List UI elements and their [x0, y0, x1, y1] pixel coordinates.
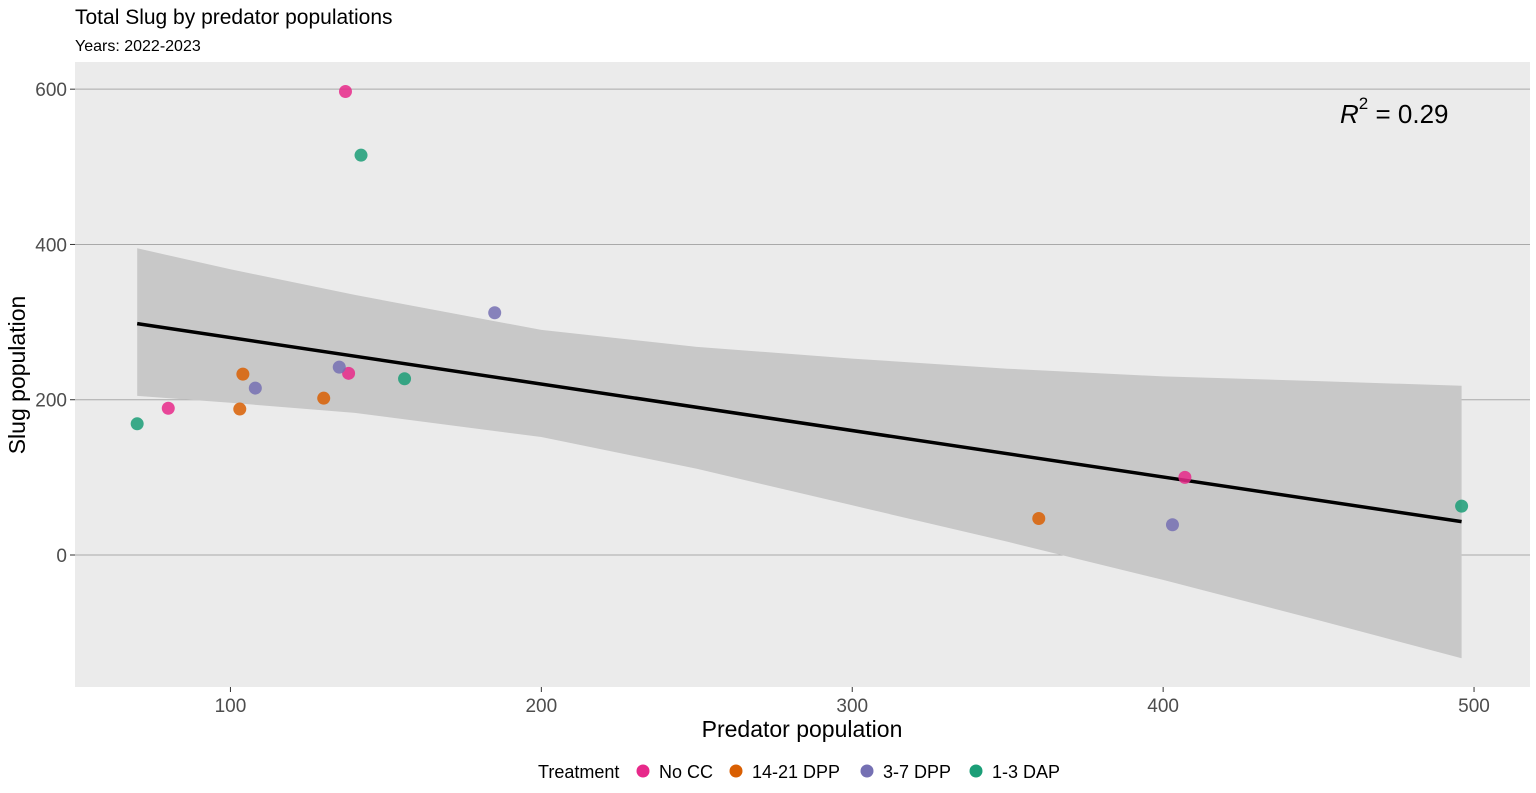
data-point	[342, 366, 356, 380]
legend-key	[860, 764, 874, 778]
data-point	[248, 381, 262, 395]
y-tick-label: 400	[35, 235, 67, 256]
legend-label: 1-3 DAP	[992, 762, 1060, 782]
data-point	[161, 401, 175, 415]
confidence-band	[137, 248, 1462, 659]
legend-key	[636, 764, 650, 778]
chart-subtitle: Years: 2022-2023	[75, 38, 201, 55]
data-point	[488, 306, 502, 320]
data-point	[1455, 499, 1469, 513]
legend-label: 3-7 DPP	[883, 762, 951, 782]
data-point	[398, 372, 412, 386]
x-tick-label: 300	[836, 696, 868, 717]
x-tick-label: 100	[215, 696, 247, 717]
data-point	[354, 148, 368, 162]
x-tick-label: 200	[525, 696, 557, 717]
data-point	[233, 402, 247, 416]
data-point	[236, 367, 250, 381]
legend-title: Treatment	[538, 762, 619, 782]
data-point	[332, 360, 346, 374]
data-point	[1178, 470, 1192, 484]
data-point	[317, 391, 331, 405]
r-symbol: R	[1340, 99, 1359, 129]
x-tick-label: 500	[1458, 696, 1490, 717]
chart-title: Total Slug by predator populations	[75, 6, 393, 29]
y-tick-label: 0	[56, 546, 67, 567]
x-axis-title: Predator population	[702, 716, 903, 742]
data-point	[1165, 518, 1179, 532]
data-points	[130, 85, 1469, 532]
y-tick-label: 600	[35, 80, 67, 101]
r-exponent: 2	[1359, 94, 1368, 113]
trend-line	[136, 321, 1462, 524]
x-axis-ticks: 100 200 300 400 500	[215, 687, 1490, 717]
x-tick-label: 400	[1147, 696, 1179, 717]
y-axis-ticks: 0 200 400 600	[35, 80, 75, 567]
legend: Treatment No CC 14-21 DPP 3-7 DPP 1-3 DAP	[538, 762, 1060, 782]
y-tick-label: 200	[35, 391, 67, 412]
r-value: = 0.29	[1368, 99, 1448, 129]
legend-key	[729, 764, 743, 778]
r-squared-annotation: R2 = 0.29	[1340, 94, 1448, 129]
y-axis-title: Slug population	[4, 296, 30, 455]
legend-label: No CC	[659, 762, 713, 782]
legend-key	[969, 764, 983, 778]
data-point	[1032, 512, 1046, 526]
data-point	[338, 85, 352, 99]
legend-label: 14-21 DPP	[752, 762, 840, 782]
data-point	[130, 417, 144, 431]
